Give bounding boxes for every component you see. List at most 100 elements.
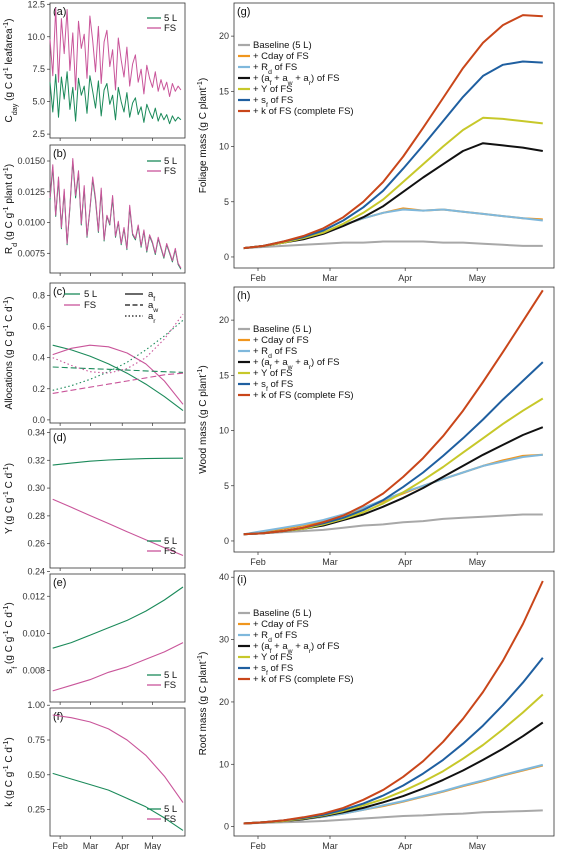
- x-tick-label: Mar: [322, 273, 338, 283]
- panel-e: 0.008 0.010 0.012 (e) 5 LFS: [22, 573, 186, 705]
- legend-label: FS: [164, 23, 176, 34]
- y-tick-label: 0.6: [32, 322, 45, 332]
- legend-label: + sf of FS: [253, 379, 293, 393]
- y-tick-label: 0.010: [22, 628, 45, 638]
- x-tick-label: May: [469, 557, 487, 567]
- y-tick-label: 20: [219, 31, 229, 41]
- series-line--k-of-fs-complete-fs-: [243, 289, 544, 536]
- series-line--y-of-fs: [243, 116, 543, 250]
- y-tick-label: 15: [219, 86, 229, 96]
- y-axis-title-h: Wood mass (g C plant-1): [195, 365, 210, 474]
- y-tick-label: 0.0100: [17, 218, 45, 228]
- legend-label: + (af + aw + ar) of FS: [253, 73, 340, 87]
- legend-label: Baseline (5 L): [253, 608, 312, 619]
- series-line-fs: [52, 714, 184, 803]
- x-tick-label: Apr: [398, 841, 412, 850]
- series-line-fs: [52, 498, 184, 557]
- panel-label: (d): [53, 432, 66, 444]
- panel-h: 0 5 10 15 20 Feb Mar Apr May (h) Baseline (5 L)+ C…: [219, 286, 555, 567]
- y-tick-label: 0.012: [22, 591, 45, 601]
- series-line-5-l-aw: [52, 366, 184, 373]
- x-tick-label: May: [469, 273, 487, 283]
- panel-label: (i): [237, 574, 247, 586]
- series-line--r-d-of-fs: [243, 453, 543, 536]
- legend-label: + k of FS (complete FS): [253, 106, 354, 117]
- legend-label: FS: [84, 300, 96, 311]
- y-tick-label: 40: [219, 572, 229, 582]
- y-tick-label: 0.30: [27, 483, 45, 493]
- legend-label: + k of FS (complete FS): [253, 390, 354, 401]
- series-line-fs: [49, 158, 182, 269]
- x-tick-label: Feb: [250, 557, 266, 567]
- series-line-fs: [52, 642, 184, 692]
- series-line--k-of-fs-complete-fs-: [243, 580, 544, 825]
- legend-label: Baseline (5 L): [253, 40, 312, 51]
- legend-label: 5 L: [164, 13, 177, 24]
- y-axis-title-g: Foliage mass (g C plant-1): [195, 78, 210, 193]
- series-line-5-l: [52, 772, 184, 831]
- panel-label: (c): [53, 286, 66, 298]
- panel-label: (b): [53, 148, 66, 160]
- legend-label: + Cday of FS: [253, 335, 309, 346]
- y-tick-label: 10.0: [27, 32, 45, 42]
- legend-label: + k of FS (complete FS): [253, 674, 354, 685]
- y-tick-label: 0.0075: [17, 248, 45, 258]
- y-tick-label: 0.0125: [17, 187, 45, 197]
- panel-frame: [49, 573, 186, 703]
- y-tick-label: 0.34: [27, 427, 45, 437]
- series-line-baseline-5-l-: [243, 809, 543, 825]
- series-line-5-l-af: [52, 344, 184, 412]
- panel-frame: [233, 286, 555, 553]
- series-line-5-l: [52, 457, 184, 466]
- y-tick-label: 0: [224, 822, 229, 832]
- x-tick-label: Feb: [250, 841, 266, 850]
- y-tick-label: 5.0: [32, 97, 45, 107]
- legend-label: + Rd of FS: [253, 630, 297, 644]
- y-tick-label: 0.0: [32, 415, 45, 425]
- panel-frame: [233, 2, 555, 269]
- series-line-baseline-5-l-: [243, 240, 543, 250]
- x-tick-label: Mar: [322, 841, 338, 850]
- y-tick-label: 0.4: [32, 353, 45, 363]
- legend-label: + Rd of FS: [253, 346, 297, 360]
- series-line--k-of-fs-complete-fs-: [243, 14, 543, 250]
- y-axis-title-c: Allocations (g C g-1 C d-1): [1, 297, 16, 410]
- y-tick-label: 1.00: [27, 700, 45, 710]
- series-line-5-l: [52, 586, 184, 649]
- y-tick-label: 30: [219, 635, 229, 645]
- y-tick-label: 0.32: [27, 455, 45, 465]
- y-tick-label: 0.26: [27, 539, 45, 549]
- y-tick-label: 0.24: [27, 566, 45, 576]
- legend-label: 5 L: [164, 804, 177, 815]
- panel-b: 0.0075 0.0100 0.0125 0.0150 (b) 5 LFS: [17, 144, 186, 276]
- legend-label: + (af + aw + ar) of FS: [253, 357, 340, 371]
- panel-frame: [49, 707, 186, 837]
- y-tick-label: 0.0150: [17, 156, 45, 166]
- legend-label: + sf of FS: [253, 663, 293, 677]
- legend-label: FS: [164, 546, 176, 557]
- series-line-fs-ar: [52, 313, 184, 374]
- legend-label: FS: [164, 166, 176, 177]
- series-line-fs: [49, 7, 182, 97]
- panel-label: (h): [237, 290, 250, 302]
- panel-g: 0 5 10 15 20 Feb Mar Apr May (g) Baseline (5 L)+ C…: [219, 2, 555, 283]
- y-tick-label: 10: [219, 426, 229, 436]
- panel-frame: [49, 282, 186, 424]
- panel-frame: [49, 428, 186, 569]
- y-tick-label: 10: [219, 759, 229, 769]
- y-axis-title-i: Root mass (g C plant-1): [195, 652, 210, 756]
- legend-label: + Rd of FS: [253, 62, 297, 76]
- legend-label: 5 L: [164, 670, 177, 681]
- y-tick-label: 7.5: [32, 64, 45, 74]
- series-line-5-l: [49, 71, 182, 125]
- panel-f: 0.25 0.50 0.75 1.00 Feb Mar Apr May (f) 5 LFS: [27, 700, 186, 850]
- legend-label: af: [148, 289, 155, 303]
- x-tick-label: Apr: [115, 841, 129, 850]
- x-tick-label: Feb: [250, 273, 266, 283]
- y-tick-label: 10: [219, 142, 229, 152]
- y-axis-title-f: k (g C g-1 C d-1): [1, 737, 16, 807]
- y-tick-label: 5: [224, 197, 229, 207]
- series-line-fs-af: [52, 344, 184, 405]
